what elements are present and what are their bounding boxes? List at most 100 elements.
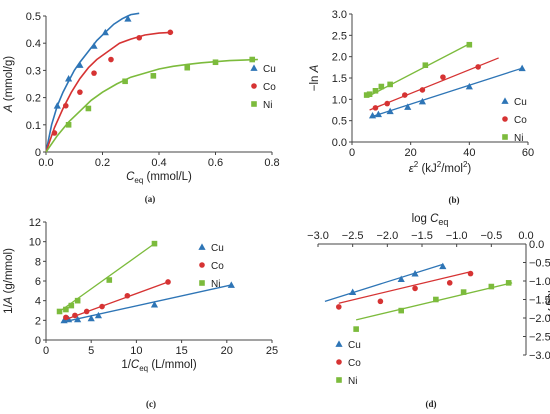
legend-label-Ni: Ni [514,133,523,144]
y-tick-label: 0.0 [332,137,347,149]
data-point-Co [124,292,131,299]
data-point-Co [377,298,384,305]
fit-line-Cu [63,284,232,323]
data-point-Co [446,280,453,286]
data-point-Ni [422,62,429,68]
legend-label-Cu: Cu [348,340,361,351]
data-point-Cu [518,64,526,72]
data-point-Ni [505,280,512,286]
data-point-Cu [53,102,61,109]
data-point-Co [165,279,171,285]
x-axis-label: ε2 (kJ2/mol2) [409,160,472,175]
legend-marker-Ni [502,134,508,140]
y-tick-label: 3.0 [332,9,347,21]
data-point-Co [91,70,97,76]
y-tick-label: 2.5 [332,30,347,42]
series-Ni [353,280,513,332]
data-point-Cu [124,15,132,22]
x-tick-label: −2.0 [376,230,398,242]
x-tick-label: 0.2 [95,157,110,169]
y-axis-label: −ln A [309,64,321,91]
fit-line-Cu [324,263,443,302]
data-point-Ni [56,308,63,315]
data-point-Co [402,92,408,98]
series-Ni [363,41,473,98]
data-point-Co [467,270,474,277]
data-point-Co [83,308,90,315]
y-axis-label: 1/A (g/mmol) [3,248,15,314]
legend-marker-Co [502,116,508,122]
data-point-Cu [386,107,394,115]
data-point-Ni [150,73,157,79]
y-tick-label: 6 [35,276,41,288]
legend-marker-Co [199,262,205,268]
x-tick-label: 0.8 [264,157,279,169]
panel-label: (c) [146,399,156,409]
data-point-Ni [212,59,219,66]
legend-label-Cu: Cu [514,97,527,108]
y-tick-label: 2 [35,315,41,327]
y-tick-label: 0.5 [332,116,347,128]
x-tick-label: 25 [266,345,278,357]
x-tick-label: 20 [221,345,233,357]
series-Co [369,57,499,111]
fit-curve-Ni [45,58,258,153]
data-point-Cu [65,74,73,82]
chart-panel-a: 0.0 0.2 0.4 0.6 0.8 0 0.1 0.2 0.3 0.4 0.5 Ceq (mmol… [3,11,280,204]
data-point-Ni [372,88,379,94]
data-point-Ni [184,64,191,71]
y-tick-label: 0.5 [26,11,41,23]
data-point-Ni [63,306,69,313]
data-point-Ni [363,92,370,98]
data-point-Cu [94,311,103,319]
series-Cu [324,262,447,302]
data-point-Cu [374,110,382,118]
y-tick-label: 4 [35,296,41,308]
y-tick-label: −1.5 [529,295,550,307]
legend-marker-Cu [335,340,343,347]
series-Cu [60,281,235,324]
legend-label-Cu: Cu [211,243,224,254]
data-point-Ni [65,122,72,128]
data-point-Ni [106,277,113,283]
legend-marker-Co [251,83,257,89]
legend-marker-Ni [199,280,205,286]
legend-marker-Cu [501,97,509,104]
y-tick-label: −2.5 [529,332,550,344]
data-point-Ni [466,41,473,48]
legend: Cu Co Ni [335,340,361,387]
legend-label-Co: Co [514,115,527,126]
data-point-Ni [460,289,467,295]
x-tick-label: 60 [522,147,534,159]
legend-label-Ni: Ni [348,376,357,387]
legend-marker-Cu [250,64,258,71]
panel-label: (b) [449,195,460,205]
data-point-Cu [349,288,357,295]
legend-label-Cu: Cu [263,64,276,75]
data-point-Ni [85,105,92,112]
legend: Cu Co Ni [250,64,276,111]
data-point-Co [440,74,446,80]
y-axis-label: A (mmol/g) [3,56,15,113]
y-tick-label: 12 [29,217,41,229]
data-point-Ni [488,283,495,290]
data-point-Cu [101,28,109,36]
chart-panel-d: −3.0 −2.5 −2.0 −1.5 −1.0 −0.5 0.00.0 −0.5 −1.0 −1… [307,213,550,409]
y-tick-label: −2.0 [529,313,550,325]
chart-panel-b: 0 20 40 60 0.0 0.5 1.0 1.5 2.0 2.5 3.0 ε2 (kJ2/mol2… [309,9,534,205]
legend-marker-Cu [198,243,206,250]
data-point-Co [167,29,174,36]
y-axis-label: log A [545,290,550,317]
x-tick-label: 0.4 [151,157,166,169]
data-point-Ni [366,91,373,98]
data-point-Ni [68,302,75,309]
x-tick-label: 0 [43,345,49,357]
data-point-Co [62,102,69,109]
data-point-Co [63,314,69,321]
legend-label-Co: Co [211,261,224,272]
y-tick-label: 0 [35,335,41,347]
y-tick-label: −1.0 [529,276,550,288]
data-point-Co [419,87,426,93]
x-axis-label: 1/Ceq (L/mmol) [121,359,197,373]
legend-marker-Ni [251,101,257,107]
